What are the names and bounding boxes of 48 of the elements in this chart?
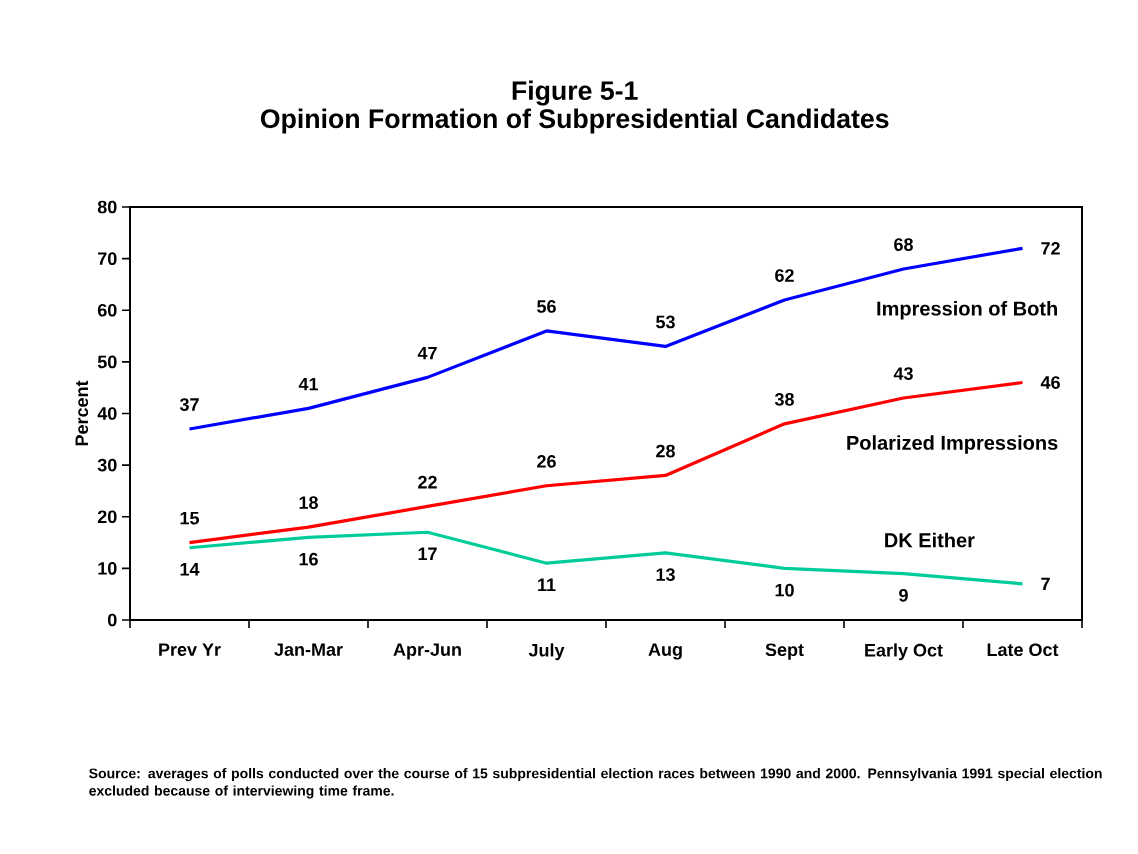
- x-tick-label: Prev Yr: [159, 643, 221, 656]
- data-label: 53: [656, 315, 675, 329]
- chart-title: Figure 5-1: [512, 80, 638, 106]
- data-label: 26: [537, 454, 556, 468]
- x-tick-label: Apr-Jun: [393, 643, 461, 660]
- data-label: 56: [537, 300, 556, 313]
- data-label: 37: [179, 398, 199, 411]
- series-label: Polarized Impressions: [847, 435, 1058, 454]
- y-tick-label: 0: [107, 613, 117, 627]
- x-tick-label: Jan-Mar: [274, 643, 343, 656]
- y-tick-label: 10: [98, 562, 117, 575]
- data-label: 47: [417, 346, 437, 360]
- y-axis-title: Percent: [75, 380, 89, 446]
- x-tick-label: Sept: [765, 643, 804, 660]
- x-tick-label: July: [528, 643, 565, 661]
- y-tick-label: 50: [97, 355, 117, 369]
- source-note: Source: averages of polls conducted over the course of 15 subpresidential election races between 1990 and 2000. Pennsylvania 1991 special election excluded because of interviewing time frame.: [89, 768, 1102, 799]
- data-label: 22: [418, 475, 437, 489]
- data-label: 68: [894, 238, 913, 251]
- y-tick-label: 80: [97, 200, 117, 214]
- data-label: 17: [418, 547, 437, 560]
- y-tick-label: 60: [97, 303, 117, 317]
- data-label: 28: [656, 444, 675, 458]
- data-label: 15: [180, 511, 200, 525]
- data-label: 41: [298, 377, 319, 391]
- x-tick-label: Early Oct: [865, 643, 943, 661]
- data-label: 62: [775, 269, 794, 282]
- data-label: 7: [1041, 577, 1050, 591]
- y-tick-label: 70: [98, 252, 117, 265]
- y-tick-label: 20: [97, 510, 117, 524]
- data-label: 72: [1041, 242, 1060, 255]
- series-label: DK Either: [885, 532, 975, 548]
- y-tick-label: 40: [97, 407, 117, 420]
- y-tick-label: 30: [97, 458, 117, 472]
- data-label: 13: [656, 568, 675, 582]
- data-label: 14: [180, 563, 200, 576]
- data-label: 46: [1040, 376, 1060, 389]
- series-label: Impression of Both: [877, 300, 1057, 320]
- data-label: 38: [774, 393, 794, 406]
- data-label: 16: [299, 552, 318, 566]
- x-tick-label: Late Oct: [987, 643, 1059, 657]
- x-tick-label: Aug: [648, 643, 682, 660]
- chart-subtitle: Opinion Formation of Subpresidential Candidates: [260, 108, 889, 134]
- data-label: 9: [899, 588, 908, 602]
- data-label: 43: [893, 367, 913, 380]
- data-label: 11: [538, 578, 556, 591]
- data-label: 18: [299, 496, 318, 510]
- data-label: 10: [775, 583, 794, 597]
